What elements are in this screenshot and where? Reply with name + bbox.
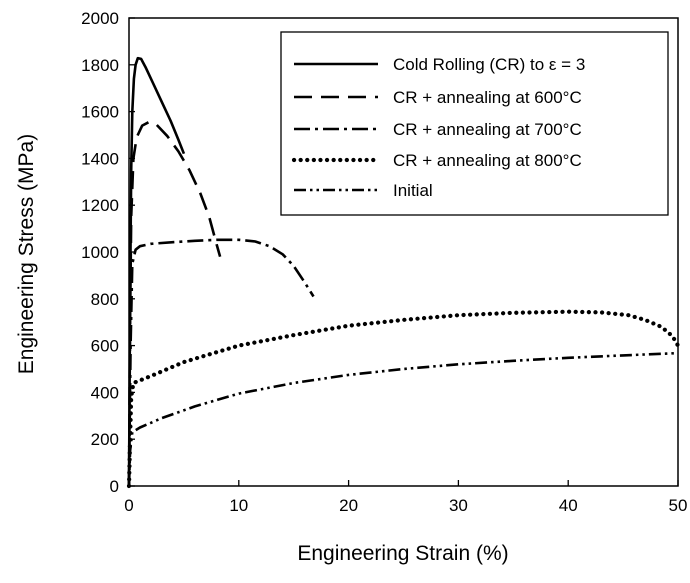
y-tick-label: 1600: [81, 103, 119, 122]
y-tick-label: 600: [91, 337, 119, 356]
y-tick-label: 1000: [81, 243, 119, 262]
x-axis: 0 10 20 30 40 50: [124, 480, 687, 515]
series-line-initial: [127, 351, 679, 487]
legend-label-annealing-700: CR + annealing at 700°C: [393, 120, 582, 139]
x-tick-label: 0: [124, 496, 133, 515]
legend-label-annealing-800: CR + annealing at 800°C: [393, 151, 582, 170]
y-tick-label: 200: [91, 430, 119, 449]
x-tick-label: 30: [449, 496, 468, 515]
plot-frame: [128, 17, 679, 487]
x-tick-label: 20: [339, 496, 358, 515]
y-tick-label: 400: [91, 383, 119, 402]
series-line-annealing-600: [127, 120, 222, 487]
x-axis-title: Engineering Strain (%): [297, 542, 508, 565]
legend: Cold Rolling (CR) to ε = 3 CR + annealin…: [280, 31, 669, 216]
y-tick-label: 1800: [81, 56, 119, 75]
legend-label-annealing-600: CR + annealing at 600°C: [393, 88, 582, 107]
y-tick-label: 2000: [81, 9, 119, 28]
legend-label-initial: Initial: [393, 181, 433, 200]
x-tick-label: 40: [559, 496, 578, 515]
series-line-cold-rolling: [127, 56, 186, 487]
legend-box: [280, 31, 669, 216]
y-tick-label: 800: [91, 290, 119, 309]
y-tick-label: 0: [110, 477, 119, 496]
series-line-annealing-800: [126, 309, 681, 489]
y-tick-label: 1400: [81, 149, 119, 168]
y-axis: 0 200 400 600 800 1000 1200 1400 1600 1800 2000: [81, 9, 135, 496]
x-tick-label: 10: [229, 496, 248, 515]
x-tick-label: 50: [669, 496, 688, 515]
plot-series: [126, 56, 681, 489]
y-tick-label: 1200: [81, 196, 119, 215]
legend-label-cold-rolling: Cold Rolling (CR) to ε = 3: [393, 55, 585, 74]
y-axis-title: Engineering Stress (MPa): [15, 134, 38, 374]
